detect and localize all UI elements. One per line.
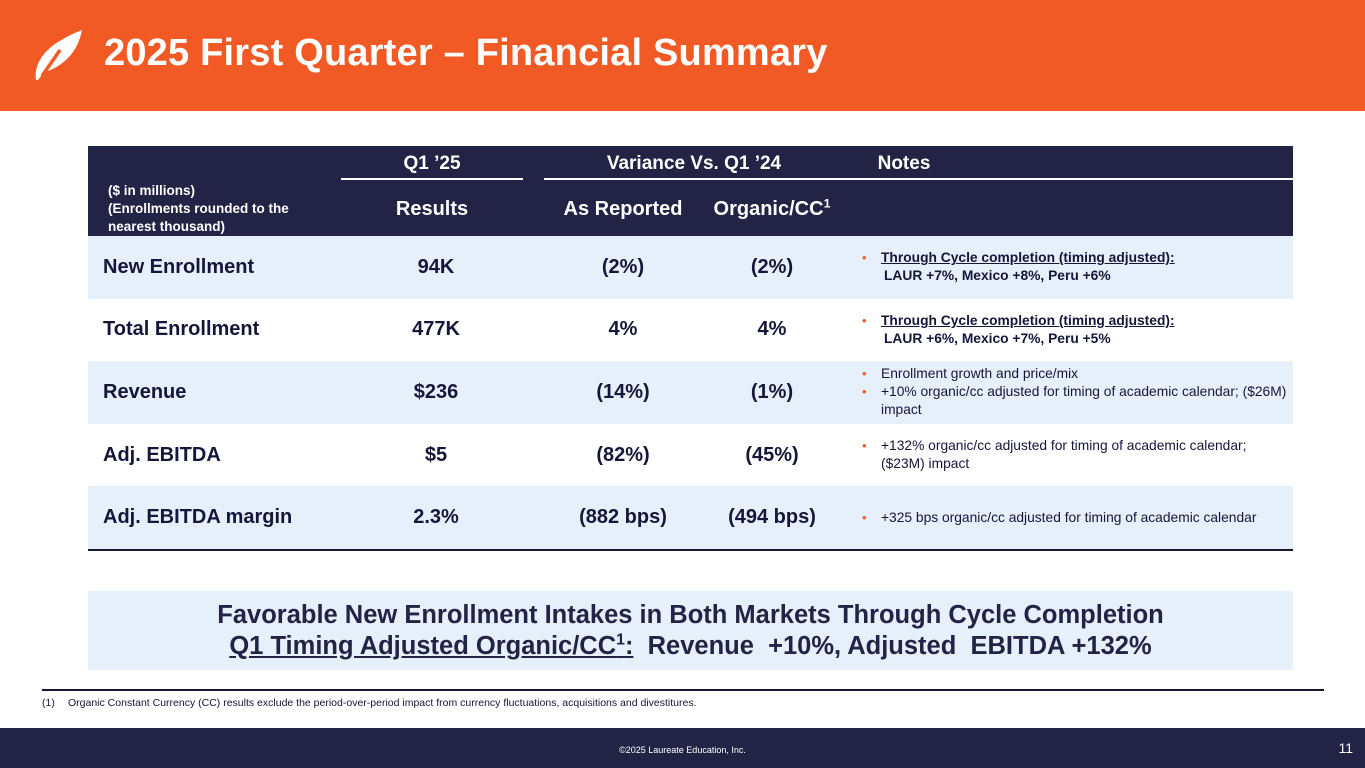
header-divider (544, 178, 844, 180)
header-variance: Variance Vs. Q1 ’24 (606, 153, 782, 174)
note-bullet: Through Cycle completion (timing adjuste… (860, 312, 1290, 348)
row-results: 2.3% (413, 506, 459, 529)
row-results: $236 (413, 380, 459, 403)
footnote: (1) Organic Constant Currency (CC) result… (42, 697, 697, 709)
banner-line-2: Q1 Timing Adjusted Organic/CC1: Revenue … (88, 631, 1293, 662)
units-note: ($ in millions) (Enrollments rounded to … (108, 183, 289, 234)
row-organic: (45%) (745, 443, 799, 466)
row-organic: (494 bps) (728, 506, 816, 529)
footnote-text: Organic Constant Currency (CC) results e… (68, 697, 697, 709)
table-row: Revenue $236 (14%) (1%) Enrollment growt… (88, 361, 1293, 424)
row-notes: +132% organic/cc adjusted for timing of … (860, 424, 1290, 487)
row-organic: 4% (757, 318, 787, 341)
header-notes: Notes (877, 153, 931, 174)
row-metric: Adj. EBITDA (103, 443, 221, 466)
row-notes: Through Cycle completion (timing adjuste… (860, 299, 1290, 362)
footnote-number: (1) (42, 697, 55, 709)
row-metric: Adj. EBITDA margin (103, 506, 293, 529)
financial-summary-table: Q1 ’25 Variance Vs. Q1 ’24 Notes ($ in m… (88, 146, 1293, 551)
page-number: 11 (1338, 740, 1353, 756)
banner-underlined-label: Q1 Timing Adjusted Organic/CC1: (229, 631, 634, 660)
row-metric: Total Enrollment (103, 318, 260, 341)
row-results: $5 (424, 443, 448, 466)
title-bar: 2025 First Quarter – Financial Summary (0, 0, 1365, 111)
note-bullet: Through Cycle completion (timing adjuste… (860, 249, 1290, 285)
table-row: Adj. EBITDA margin 2.3% (882 bps) (494 b… (88, 486, 1293, 549)
table-row: Adj. EBITDA $5 (82%) (45%) +132% organic… (88, 424, 1293, 487)
row-as-reported: (14%) (596, 380, 650, 403)
laureate-leaf-icon (35, 30, 82, 80)
row-as-reported: (2%) (601, 255, 645, 278)
row-organic: (2%) (750, 255, 794, 278)
row-metric: New Enrollment (103, 255, 255, 278)
header-as-reported: As Reported (563, 198, 683, 220)
header-results: Results (395, 198, 469, 220)
footer-bar: ©2025 Laureate Education, Inc. 11 (0, 728, 1365, 768)
table-header: Q1 ’25 Variance Vs. Q1 ’24 Notes ($ in m… (88, 146, 1293, 236)
row-notes: Enrollment growth and price/mix +10% org… (860, 361, 1290, 424)
table-bottom-rule (88, 548, 1293, 551)
header-organic-cc: Organic/CC1 (713, 196, 831, 220)
row-as-reported: 4% (608, 318, 638, 341)
note-bullet: +10% organic/cc adjusted for timing of a… (860, 383, 1290, 419)
row-notes: +325 bps organic/cc adjusted for timing … (860, 486, 1290, 549)
banner-line-1: Favorable New Enrollment Intakes in Both… (217, 601, 1164, 629)
copyright: ©2025 Laureate Education, Inc. (619, 745, 746, 755)
header-divider (844, 178, 1293, 180)
row-as-reported: (82%) (596, 443, 650, 466)
table-row: Total Enrollment 477K 4% 4% Through Cycl… (88, 299, 1293, 362)
highlight-banner: Favorable New Enrollment Intakes in Both… (88, 591, 1293, 670)
header-q1-25: Q1 ’25 (403, 153, 461, 174)
footnote-divider (42, 689, 1324, 691)
table-row: New Enrollment 94K (2%) (2%) Through Cyc… (88, 236, 1293, 299)
page-title: 2025 First Quarter – Financial Summary (104, 32, 828, 74)
row-as-reported: (882 bps) (579, 506, 667, 529)
note-bullet: +325 bps organic/cc adjusted for timing … (860, 509, 1290, 527)
note-bullet: +132% organic/cc adjusted for timing of … (860, 437, 1290, 473)
row-organic: (1%) (750, 380, 794, 403)
row-metric: Revenue (103, 380, 187, 403)
row-results: 94K (417, 255, 455, 278)
row-notes: Through Cycle completion (timing adjuste… (860, 236, 1290, 299)
row-results: 477K (412, 318, 460, 341)
header-divider (341, 178, 523, 180)
note-bullet: Enrollment growth and price/mix (860, 365, 1290, 383)
banner-figures: Revenue +10%, Adjusted EBITDA +132% (633, 632, 1152, 660)
